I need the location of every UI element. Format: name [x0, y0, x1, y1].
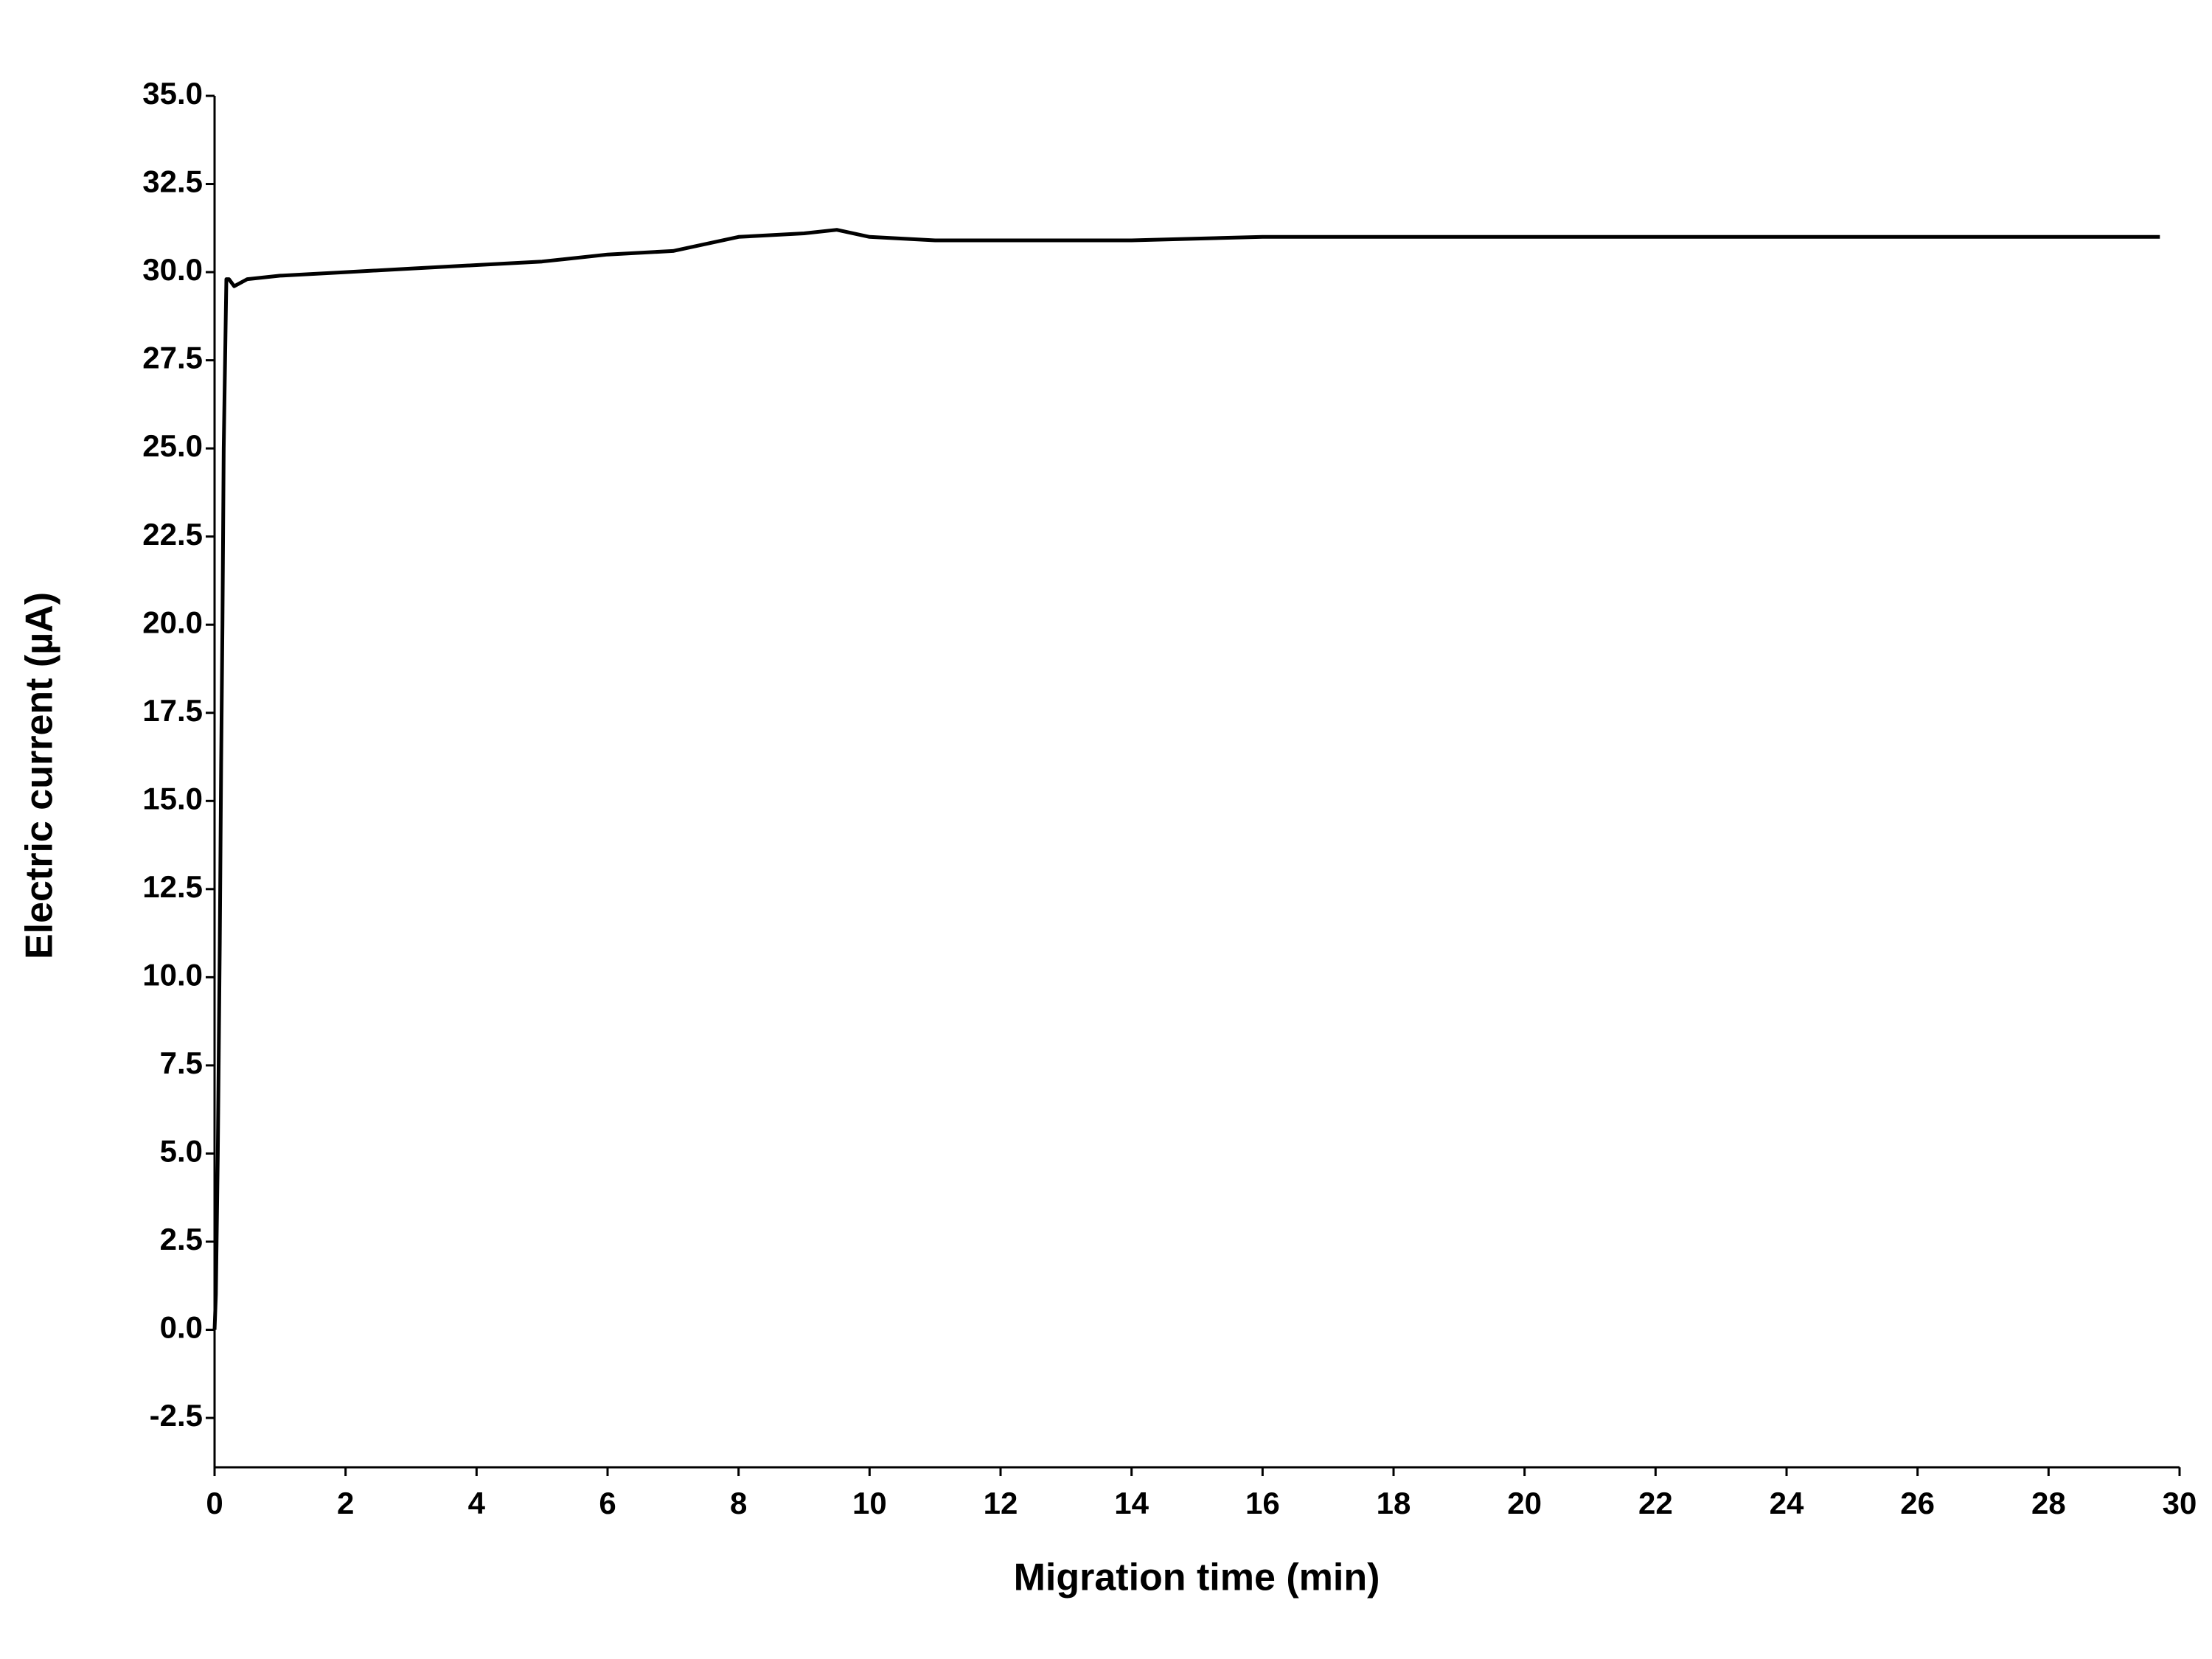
x-tick-label: 30: [2163, 1486, 2197, 1520]
y-tick-label: 32.5: [142, 164, 203, 199]
y-tick-label: 2.5: [160, 1222, 203, 1256]
y-tick-label: 35.0: [142, 76, 203, 111]
x-tick-label: 6: [599, 1486, 616, 1520]
y-tick-label: 30.0: [142, 252, 203, 287]
x-tick-label: 18: [1377, 1486, 1411, 1520]
y-tick-label: 7.5: [160, 1046, 203, 1080]
y-tick-label: 20.0: [142, 605, 203, 639]
x-tick-label: 14: [1114, 1486, 1149, 1520]
y-tick-label: -2.5: [150, 1398, 203, 1433]
y-tick-label: 0.0: [160, 1310, 203, 1345]
data-line: [212, 228, 2160, 1330]
x-tick-label: 8: [730, 1486, 747, 1520]
x-tick-label: 16: [1245, 1486, 1280, 1520]
x-tick-label: 10: [852, 1486, 887, 1520]
x-tick-label: 28: [2031, 1486, 2066, 1520]
x-axis-title: Migration time (min): [1014, 1557, 1380, 1599]
x-tick-label: 12: [984, 1486, 1018, 1520]
y-tick-label: 22.5: [142, 517, 203, 552]
y-tick-label: 25.0: [142, 428, 203, 463]
x-tick-label: 26: [1900, 1486, 1935, 1520]
x-tick-label: 2: [337, 1486, 354, 1520]
y-axis-title: Electric current (µA): [18, 592, 61, 959]
x-tick-label: 22: [1638, 1486, 1673, 1520]
y-tick-label: 5.0: [160, 1134, 203, 1169]
y-tick-label: 17.5: [142, 693, 203, 728]
x-tick-label: 4: [468, 1486, 486, 1520]
y-tick-label: 10.0: [142, 957, 203, 992]
y-tick-label: 12.5: [142, 869, 203, 904]
x-tick-label: 24: [1770, 1486, 1804, 1520]
y-tick-label: 15.0: [142, 781, 203, 815]
x-tick-label: 0: [206, 1486, 223, 1520]
y-tick-label: 27.5: [142, 341, 203, 375]
x-tick-label: 20: [1507, 1486, 1542, 1520]
